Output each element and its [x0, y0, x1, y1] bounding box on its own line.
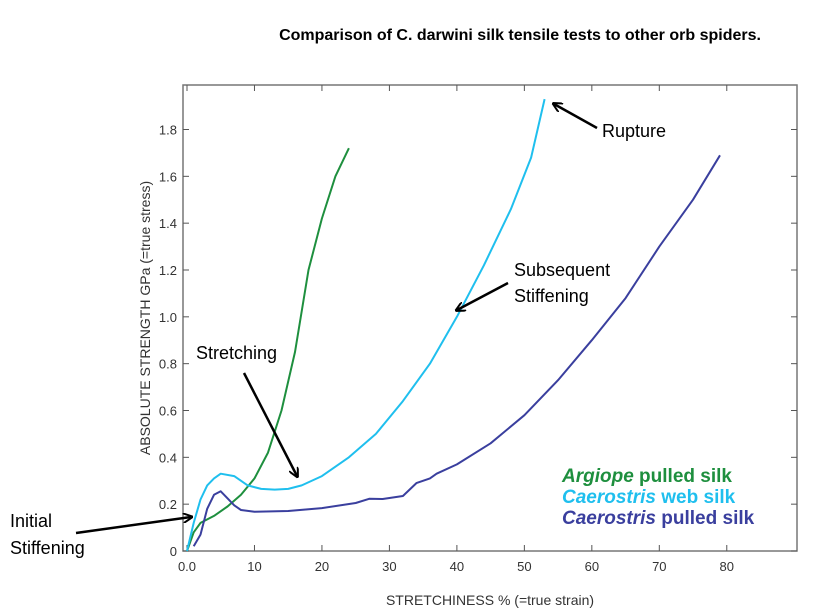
- annotation-subsequent: Subsequent: [514, 260, 610, 280]
- y-tick-label: 0.8: [159, 357, 177, 372]
- y-tick-label: 1.0: [159, 310, 177, 325]
- arrow-rupture: [554, 104, 598, 130]
- y-tick-label: 1.6: [159, 169, 177, 184]
- annotation-initial-stiffening: Stiffening: [10, 538, 85, 558]
- arrow-initial-stiffening: [75, 517, 191, 535]
- x-tick-label: 0.0: [178, 559, 196, 574]
- annotation-stretching: Stretching: [196, 343, 277, 363]
- y-tick-label: 0.2: [159, 497, 177, 512]
- series-line-2: [192, 154, 721, 547]
- x-tick-label: 60: [585, 559, 599, 574]
- plot-frame: [182, 84, 798, 552]
- series-line-0: [186, 147, 350, 552]
- x-tick-label: 50: [517, 559, 531, 574]
- annotation-initial: Initial: [10, 511, 52, 531]
- y-tick-label: 1.2: [159, 263, 177, 278]
- arrow-subsequent-stiffening: [457, 281, 509, 310]
- y-tick-label: 1.4: [159, 216, 177, 231]
- x-tick-label: 20: [315, 559, 329, 574]
- x-tick-label: 30: [382, 559, 396, 574]
- y-tick-label: 0.4: [159, 450, 177, 465]
- x-tick-label: 80: [720, 559, 734, 574]
- x-tick-label: 10: [247, 559, 261, 574]
- x-tick-label: 70: [652, 559, 666, 574]
- legend-caerostris-pulled: Caerostris pulled silk: [562, 508, 755, 529]
- annotation-rupture: Rupture: [602, 121, 666, 141]
- series-line-1: [186, 98, 546, 552]
- arrow-stretching: [242, 372, 297, 476]
- legend: Argiope pulled silk Caerostris web silk …: [561, 466, 755, 529]
- y-tick-label: 1.8: [159, 122, 177, 137]
- y-tick-label: 0: [170, 544, 177, 559]
- y-axis-label: ABSOLUTE STRENGTH GPa (=true stress): [137, 181, 153, 455]
- annotation-stiffening: Stiffening: [514, 286, 589, 306]
- y-tick-label: 0.6: [159, 403, 177, 418]
- chart-title: Comparison of C. darwini silk tensile te…: [279, 27, 761, 44]
- x-axis-label: STRETCHINESS % (=true strain): [386, 592, 594, 608]
- legend-argiope: Argiope pulled silk: [561, 466, 732, 487]
- x-tick-label: 40: [450, 559, 464, 574]
- legend-caerostris-web: Caerostris web silk: [562, 487, 736, 508]
